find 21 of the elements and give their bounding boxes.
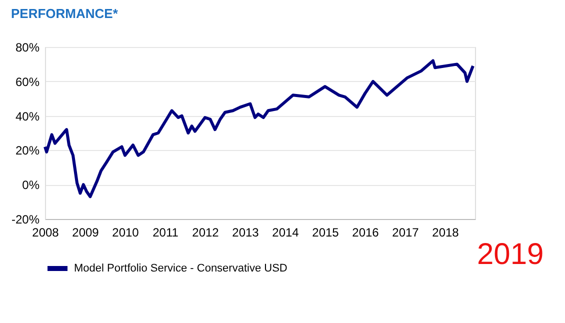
legend-label: Model Portfolio Service - Conservative USD [74,262,288,274]
x-tick-label: 2008 [32,226,60,240]
y-tick-label: 40% [15,109,40,124]
x-tick-label: 2010 [112,226,140,240]
y-tick-label: 80% [15,40,40,54]
chart-title: PERFORMANCE* [10,6,119,21]
y-tick-label: -20% [11,212,40,226]
x-tick-label: 2013 [232,226,260,240]
x-tick-label: 2014 [272,226,300,240]
x-tick-label: 2012 [192,226,220,240]
x-tick-label: 2016 [352,226,380,240]
y-tick-label: 20% [15,144,40,158]
x-tick-label: 2015 [312,226,340,240]
x-tick-label: 2011 [152,226,179,240]
y-tick-label: 0% [22,178,40,192]
x-tick-label: 2017 [392,226,420,240]
x-tick-label: 2009 [72,226,100,240]
y-tick-label: 60% [15,74,40,89]
line-series [44,59,474,198]
text: 2019 [477,238,544,271]
x-tick-label: 2018 [432,226,460,240]
